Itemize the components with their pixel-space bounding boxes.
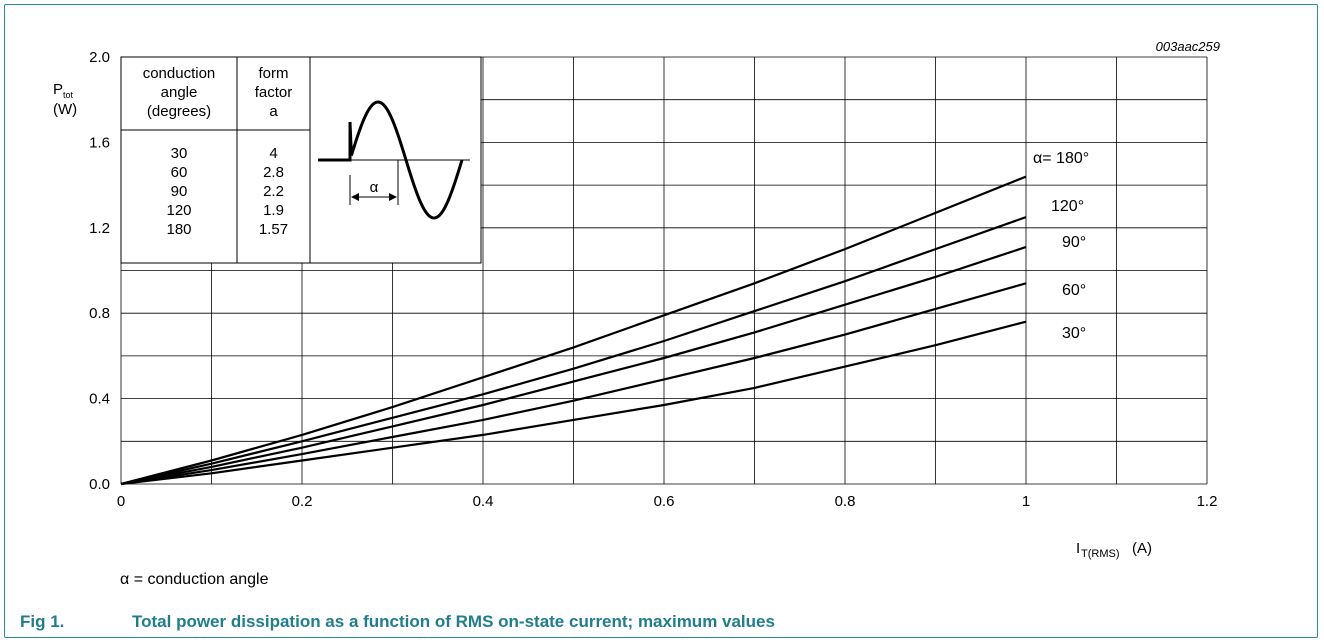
- inset-cell-form-factor: 2.8: [263, 164, 284, 181]
- series-label: 30°: [1062, 325, 1086, 342]
- inset-header-form-factor: factor: [255, 84, 293, 101]
- x-axis-label-sub: T(RMS): [1081, 548, 1120, 560]
- inset-header-conduction-angle: conduction: [143, 65, 216, 82]
- inset-header-form-factor: a: [269, 103, 278, 120]
- y-tick-label: 0.0: [89, 476, 110, 493]
- figure-title: Total power dissipation as a function of…: [132, 612, 775, 631]
- power-dissipation-chart: conduction angle (degrees) form factor a 30 4 60…: [53, 39, 1220, 560]
- waveform-dim-arrow-right: [389, 193, 397, 201]
- y-tick-label: 1.6: [89, 134, 110, 151]
- figure-number: Fig 1.: [20, 612, 65, 631]
- series-line: [120, 216, 1027, 486]
- inset-header-form-factor: form: [259, 65, 289, 82]
- series-label: 120°: [1051, 198, 1084, 215]
- series-line: [120, 245, 1027, 486]
- alpha-note: α = conduction angle: [120, 571, 269, 588]
- figure-code: 003aac259: [1156, 39, 1220, 54]
- x-tick-label: 0.4: [473, 493, 494, 510]
- x-tick-label: 0.2: [292, 493, 313, 510]
- y-axis-label-unit: (W): [53, 101, 77, 118]
- series-line: [120, 282, 1027, 486]
- series-label: 60°: [1062, 282, 1086, 299]
- inset-cell-form-factor: 1.9: [263, 202, 284, 219]
- y-tick-label: 1.2: [89, 220, 110, 237]
- figure-caption: Fig 1. Total power dissipation as a funct…: [20, 612, 775, 632]
- y-axis-label-main: P: [53, 81, 63, 98]
- x-tick-label: 0: [117, 493, 125, 510]
- series-line: [120, 320, 1027, 486]
- inset-header-conduction-angle: angle: [161, 84, 198, 101]
- series-label: 90°: [1062, 234, 1086, 251]
- inset-cell-angle: 30: [171, 145, 188, 162]
- y-tick-label: 2.0: [89, 49, 110, 66]
- y-tick-label: 0.4: [89, 391, 110, 408]
- inset-cell-angle: 90: [171, 183, 188, 200]
- waveform-curve: [318, 100, 464, 220]
- inset-cell-angle: 180: [166, 221, 191, 238]
- inset-cell-form-factor: 1.57: [259, 221, 288, 238]
- inset-cell-form-factor: 2.2: [263, 183, 284, 200]
- waveform-dim-arrow-left: [351, 193, 359, 201]
- inset-cell-angle: 60: [171, 164, 188, 181]
- figure-frame: [4, 4, 1318, 638]
- x-tick-label: 1: [1022, 493, 1030, 510]
- x-tick-label: 0.6: [654, 493, 675, 510]
- inset-cell-form-factor: 4: [269, 145, 277, 162]
- inset-cell-angle: 120: [166, 202, 191, 219]
- x-tick-label: 0.8: [835, 493, 856, 510]
- y-axis-label-sub: tot: [63, 90, 74, 100]
- x-axis-label-unit: (A): [1132, 540, 1152, 557]
- waveform-alpha-label: α: [370, 179, 379, 196]
- y-tick-label: 0.8: [89, 305, 110, 322]
- x-axis-label-main: I: [1076, 540, 1080, 557]
- series-line: [120, 175, 1027, 486]
- inset-header-conduction-angle: (degrees): [147, 103, 211, 120]
- series-label: α= 180°: [1033, 150, 1089, 167]
- x-tick-label: 1.2: [1197, 493, 1218, 510]
